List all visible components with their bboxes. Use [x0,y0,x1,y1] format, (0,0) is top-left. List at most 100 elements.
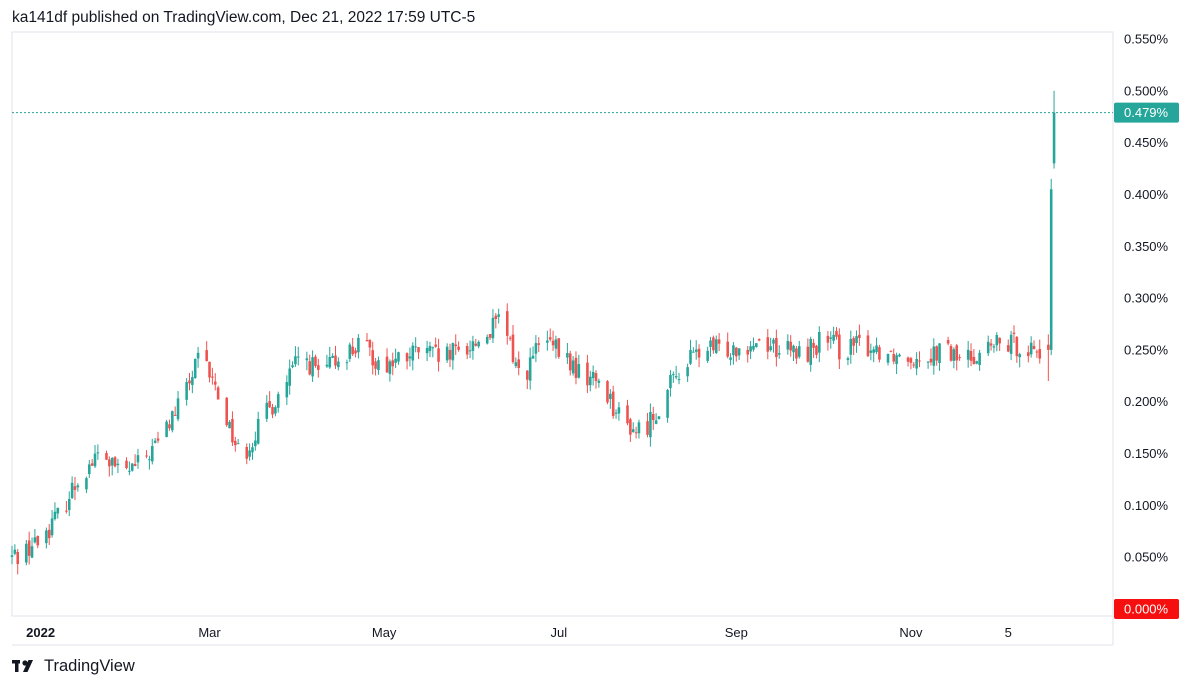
candle-body [946,340,950,344]
y-tick-label: 0.350% [1124,239,1169,254]
candle-body [296,356,300,358]
candle-body [855,336,858,344]
candle-body [10,555,14,558]
candle-body [305,358,309,361]
candle-body [978,352,981,365]
y-tick-label: 0.400% [1124,187,1169,202]
candle-body [33,537,37,543]
candle-body [858,334,861,338]
candle-body [729,357,732,360]
candle-body [551,340,555,346]
candle-body [30,546,34,558]
candle-body [294,356,297,365]
candle-body [425,347,429,354]
candle-body [505,311,509,336]
candle-body [108,459,111,467]
candle-body [53,511,57,520]
candle-body [726,341,729,357]
candle-body [67,498,71,511]
tradingview-brand[interactable]: TradingView [12,657,135,676]
candle-body [686,367,689,377]
candle-body [485,336,489,344]
y-tick-label: 0.050% [1124,550,1169,565]
candle-body [709,340,712,347]
candle-body [345,362,349,364]
candle-body [268,401,271,408]
x-tick-label: 5 [1005,625,1012,640]
candle-body [196,352,200,359]
candle-body [749,346,752,352]
x-tick-label: 2022 [26,625,55,640]
candle-body [892,353,896,362]
candle-body [93,453,97,467]
candle-body [388,361,392,374]
candle-body [1018,354,1021,358]
candle-body [531,355,535,359]
candle-body [909,358,913,363]
candle-body [755,343,758,347]
candle-body [591,371,595,379]
candle-body [491,317,495,339]
zero-price-badge: 0.000% [1114,599,1179,619]
candle-body [477,341,480,347]
candle-body [577,364,581,378]
candle-body [975,361,979,364]
candle-body [832,334,835,341]
candle-body [674,376,678,378]
x-tick-label: Jul [550,625,567,640]
candle-body [634,432,638,434]
candle-body [849,338,853,355]
candle-body [989,343,993,346]
candle-body [826,335,830,343]
candle-body [568,353,572,371]
candle-body [417,347,420,353]
candle-body [105,453,108,460]
candle-body [236,443,240,445]
candle-body [958,357,961,359]
candle-body [534,343,538,354]
candle-body [746,350,750,355]
candle-body [915,358,918,369]
candle-body [932,346,936,366]
candle-body [838,334,841,360]
candle-body [96,452,100,454]
candle-body [588,376,592,386]
candle-body [213,381,217,385]
candle-body [929,358,933,363]
candle-body [454,344,458,347]
candle-body [669,374,672,389]
candle-body [889,350,893,352]
candle-body [992,346,996,348]
candle-body [325,364,329,367]
y-tick-label: 0.150% [1124,446,1169,461]
candle-body [411,345,415,361]
candle-body [254,440,257,447]
last-price-label: 0.479% [1124,105,1169,120]
candlestick-chart[interactable]: 0.550% 0.500% 0.450% 0.400% 0.350% 0.300% 0.25… [0,0,1200,650]
x-tick-label: May [372,625,397,640]
candle-body [494,315,498,319]
candle-body [654,420,658,424]
candle-body [228,421,231,429]
candle-body [334,355,337,366]
candle-body [76,485,80,488]
candle-body [191,377,194,385]
candle-body [554,339,558,349]
x-tick-label: Nov [899,625,923,640]
y-axis: 0.550% 0.500% 0.450% 0.400% 0.350% 0.300% 0.25… [1124,32,1169,565]
candle-body [737,348,741,356]
candle-body [672,374,675,376]
candle-body [651,413,655,421]
candle-body [772,339,775,344]
candle-body [234,440,237,446]
tradingview-wordmark: TradingView [44,657,135,675]
y-tick-label: 0.550% [1124,32,1169,47]
candle-body [156,438,160,441]
candle-body [815,345,818,355]
candle-body [752,345,755,350]
candle-body [451,343,455,361]
candle-body [205,350,208,362]
candle-body [314,356,317,366]
zero-price-badge-bg [1114,599,1179,619]
candle-body [27,540,31,556]
